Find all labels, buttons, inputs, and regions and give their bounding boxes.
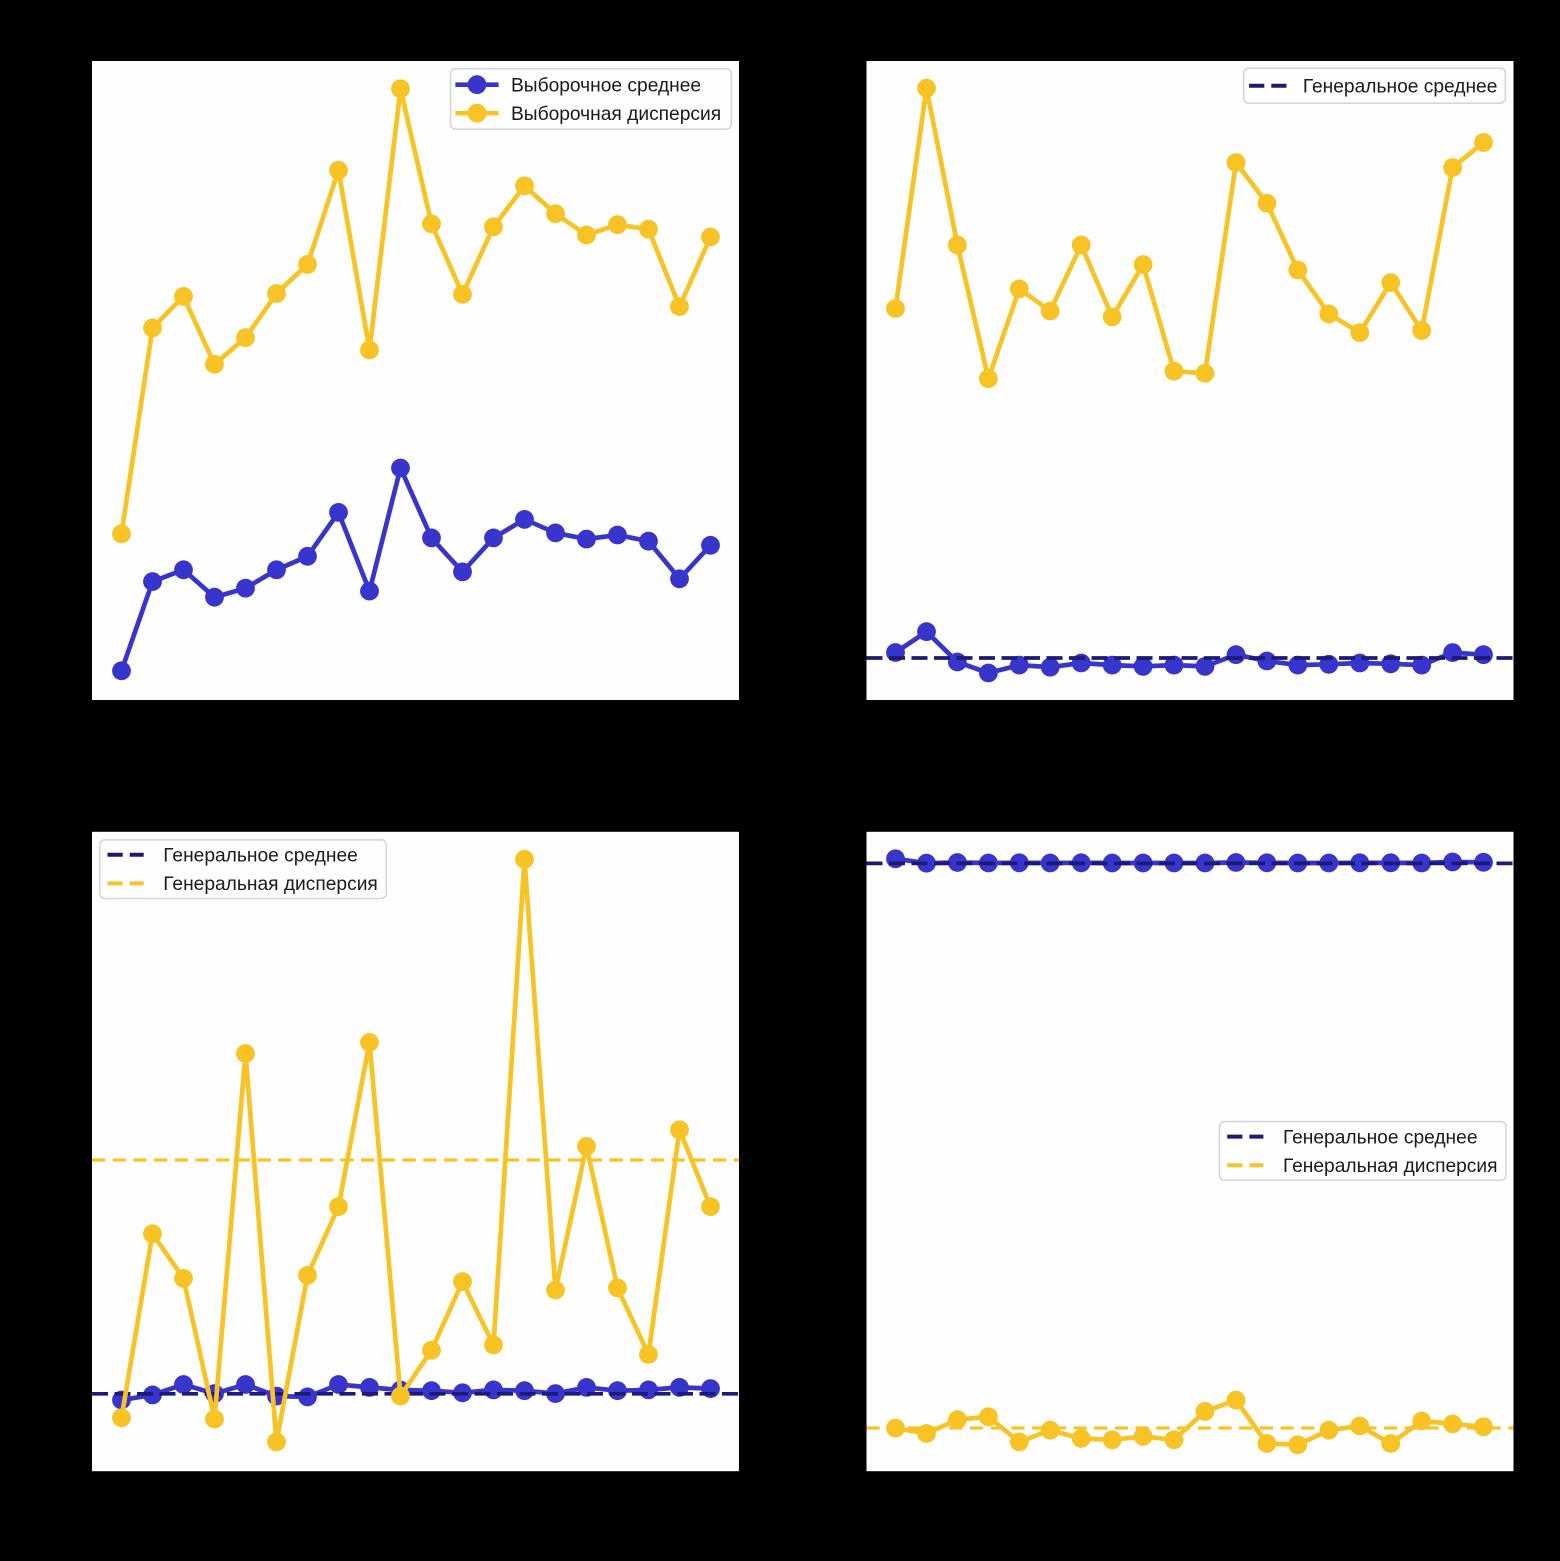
svg-text:Генеральная дисперсия: Генеральная дисперсия [163, 874, 378, 895]
svg-text:Выборочная дисперсия: Выборочная дисперсия [511, 104, 721, 125]
svg-text:Генеральная дисперсия: Генеральная дисперсия [1283, 1156, 1498, 1177]
svg-text:Выборочное среднее: Выборочное среднее [511, 76, 701, 97]
svg-text:Генеральное среднее: Генеральное среднее [163, 846, 357, 867]
svg-text:Генеральное среднее: Генеральное среднее [1283, 1127, 1478, 1148]
svg-text:Генеральное среднее: Генеральное среднее [1303, 77, 1498, 98]
